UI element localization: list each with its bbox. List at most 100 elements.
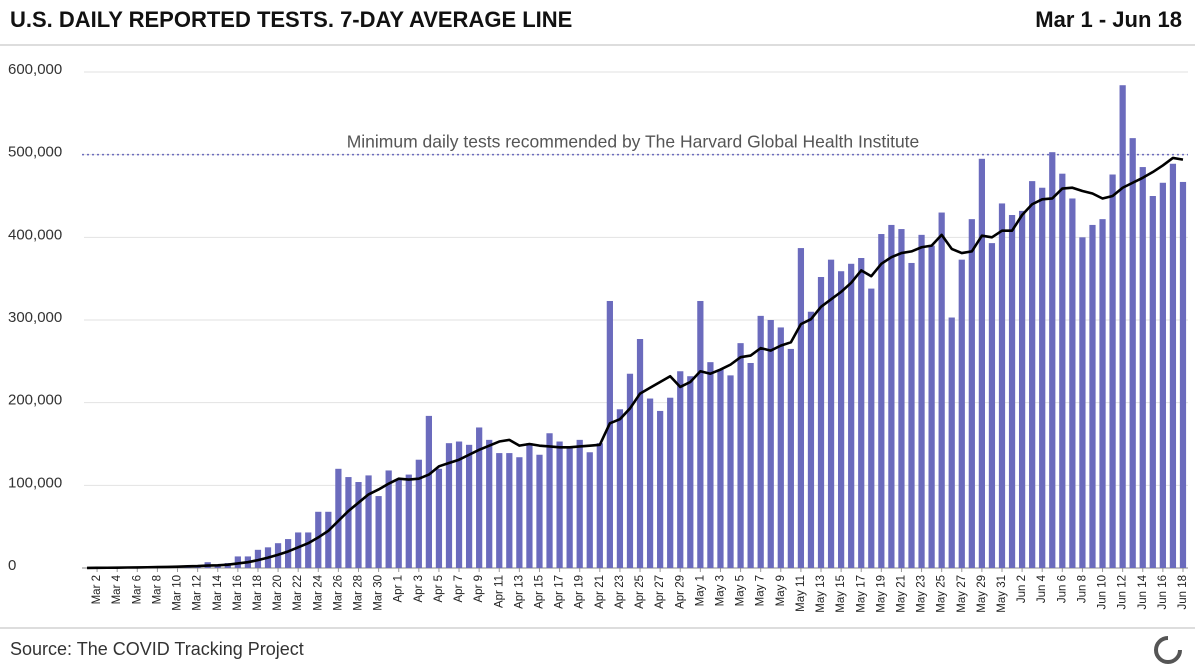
x-tick-label: May 21 [895, 575, 907, 613]
bar [556, 441, 563, 568]
x-tick-label: Apr 13 [513, 575, 525, 609]
bar [405, 474, 412, 568]
bar [214, 565, 221, 568]
x-tick-label: May 7 [755, 575, 767, 606]
x-tick-label: May 27 [956, 575, 968, 613]
bar [596, 443, 603, 568]
bar [1099, 219, 1106, 568]
bar [1139, 167, 1146, 569]
x-tick-label: May 29 [976, 575, 988, 613]
y-tick-label: 600,000 [8, 61, 62, 78]
x-tick-label: Apr 15 [534, 575, 546, 609]
bar [626, 373, 634, 568]
x-tick-label: Apr 17 [554, 575, 566, 609]
bar [486, 439, 493, 568]
bar [968, 219, 975, 568]
x-tick-label: Apr 23 [614, 575, 626, 609]
x-tick-label: Mar 8 [151, 575, 163, 604]
x-tick-label: Mar 6 [131, 575, 143, 604]
x-tick-label: Apr 21 [594, 575, 606, 609]
bar [898, 229, 905, 569]
bar [1109, 174, 1116, 569]
bar [496, 453, 503, 568]
bar [345, 477, 352, 568]
source: Source: The COVID Tracking Project [10, 639, 304, 659]
x-tick-label: Jun 4 [1036, 574, 1048, 603]
bar [445, 443, 453, 568]
x-tick-label: Apr 9 [473, 575, 485, 603]
bar [757, 315, 764, 568]
bar [606, 300, 613, 568]
x-tick-label: May 1 [694, 575, 706, 606]
bar [636, 339, 644, 568]
bar [1159, 182, 1166, 569]
bar [1029, 181, 1036, 568]
x-tick-label: Mar 10 [172, 575, 184, 611]
x-tick-label: Apr 19 [574, 575, 586, 609]
bar [375, 496, 382, 568]
bar [677, 371, 684, 568]
x-tick-label: Apr 5 [433, 575, 445, 603]
x-tick-label: May 17 [855, 575, 867, 613]
logo [1154, 636, 1182, 664]
x-tick-label: May 3 [714, 575, 726, 606]
bar [817, 277, 825, 568]
bar [697, 300, 704, 568]
bar [838, 271, 845, 568]
x-tick-label: Jun 6 [1056, 575, 1068, 603]
y-tick-label: 500,000 [8, 144, 62, 161]
x-tick-label: May 11 [795, 575, 807, 612]
bar [546, 433, 553, 568]
bar [1069, 198, 1076, 569]
x-tick-label: Mar 22 [292, 575, 304, 611]
bar [616, 409, 624, 568]
bar [425, 415, 432, 568]
bar [908, 262, 915, 568]
bar [646, 398, 654, 568]
bar [858, 258, 865, 568]
x-tick-label: May 19 [875, 575, 887, 613]
bar [576, 439, 583, 568]
bar [1089, 224, 1096, 568]
x-tick-label: Apr 25 [634, 575, 646, 609]
bar [868, 288, 875, 568]
y-tick-label: 100,000 [8, 474, 62, 491]
x-tick-label: Jun 2 [1016, 575, 1028, 603]
bar [727, 375, 734, 568]
bar [978, 158, 985, 569]
bar [1129, 138, 1136, 568]
bar [707, 362, 714, 568]
bar [1018, 210, 1026, 568]
bar [566, 447, 573, 568]
bar [1149, 196, 1156, 568]
x-tick-label: May 5 [735, 575, 747, 606]
x-tick-label: Jun 8 [1076, 575, 1088, 603]
x-tick-label: Apr 7 [453, 575, 465, 603]
y-tick-label: 400,000 [8, 226, 62, 243]
bar [315, 511, 322, 568]
bar [657, 410, 664, 568]
bar [998, 203, 1006, 568]
bar [1039, 187, 1046, 568]
bar [465, 444, 473, 568]
bar [455, 441, 463, 568]
x-tick-label: Mar 16 [232, 575, 244, 611]
bar [1079, 237, 1086, 569]
bar [827, 259, 835, 568]
x-tick-label: Mar 4 [111, 574, 123, 604]
x-tick-label: Jun 10 [1097, 575, 1109, 610]
bar [415, 459, 422, 568]
x-tick-label: Mar 12 [192, 575, 204, 611]
x-tick-label: Mar 26 [332, 575, 344, 611]
bar [476, 427, 483, 568]
bar [435, 468, 443, 568]
x-tick-label: Apr 11 [493, 575, 505, 608]
bar [395, 479, 402, 568]
x-tick-label: Mar 18 [252, 575, 264, 611]
bar [385, 470, 392, 568]
x-tick-label: Apr 29 [674, 575, 686, 609]
bar [335, 468, 342, 568]
bar [687, 376, 694, 568]
bar [958, 259, 965, 568]
x-tick-label: Apr 27 [654, 575, 666, 609]
